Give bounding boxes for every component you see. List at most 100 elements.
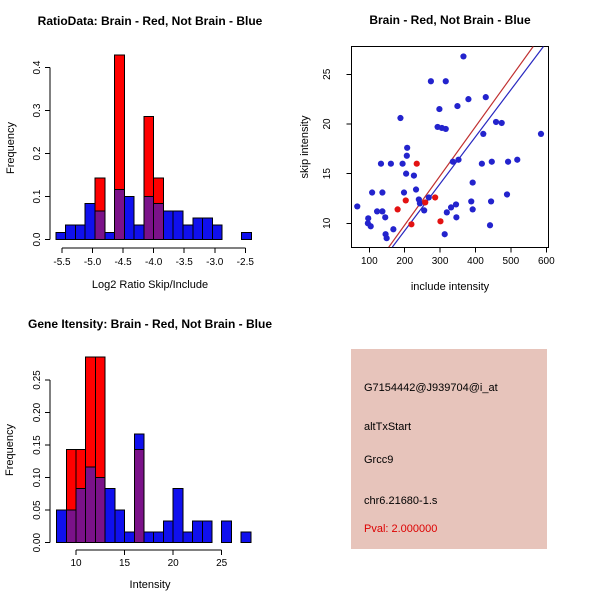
scatter-point-red (422, 199, 429, 206)
x-tick-label: -5.5 (53, 257, 71, 268)
scatter-point-red (394, 206, 401, 213)
scatter-point-blue (403, 170, 410, 177)
histogram-bar (172, 210, 184, 240)
scatter-point-blue (399, 160, 406, 167)
scatter-point-blue (482, 94, 489, 101)
scatter-point-blue (453, 214, 460, 221)
scatter-point-blue (442, 125, 449, 133)
info-panel: G7154442@J939704@i_at altTxStart Grcc9 c… (351, 349, 547, 549)
histogram-bar (201, 520, 213, 544)
scatter-point-blue (400, 189, 408, 196)
histogram-overlap-bar (94, 477, 106, 544)
not-brain-fit-line (391, 46, 544, 248)
scatter-point-red (402, 197, 409, 204)
x-tick-label: -5.0 (84, 257, 102, 268)
histogram-bar (114, 509, 126, 544)
y-axis-title: Frequency (5, 122, 17, 174)
scatter-point-blue (504, 158, 512, 165)
x-tick-label: 10 (70, 558, 82, 569)
scatter-point-blue (441, 231, 448, 238)
scatter-point-blue (537, 130, 545, 137)
y-tick-label: 0.00 (32, 533, 43, 553)
histogram-bar (192, 217, 204, 240)
x-axis-title: include intensity (411, 281, 490, 293)
scatter-point-blue (425, 194, 432, 201)
scatter-point-blue (498, 119, 505, 127)
histogram-bar (162, 210, 174, 240)
scatter-point-blue (488, 158, 495, 165)
y-tick-label: 0.05 (32, 500, 43, 520)
panel-title: RatioData: Brain - Red, Not Brain - Blue (38, 14, 263, 28)
event-type-text: altTxStart (364, 421, 412, 433)
scatter-point-blue (443, 209, 450, 216)
y-tick-label: 0.20 (32, 402, 43, 422)
y-tick-label: 10 (322, 217, 333, 229)
scatter-point-blue (379, 189, 386, 196)
scatter-point-blue (486, 222, 494, 229)
x-tick-label: -4.5 (114, 257, 132, 268)
y-tick-label: 0.1 (32, 189, 43, 203)
histogram-overlap-bar (114, 188, 125, 240)
histogram-bar (182, 224, 194, 240)
brain-fit-line (388, 46, 534, 248)
pval-text: Pval: 2.000000 (364, 523, 438, 535)
histogram-bar (172, 487, 184, 544)
scatter-point-blue (478, 160, 485, 167)
x-axis-title: Log2 Ratio Skip/Include (92, 279, 208, 291)
x-tick-label: 15 (119, 558, 131, 569)
scatter-point-blue (390, 226, 397, 233)
y-tick-label: 15 (322, 168, 333, 180)
scatter-point-blue (403, 152, 410, 159)
scatter-point-blue (455, 156, 462, 163)
histogram-bar (104, 231, 116, 241)
y-axis-title: skip intensity (299, 115, 311, 178)
y-tick-label: 25 (322, 68, 333, 80)
x-tick-label: 20 (168, 558, 180, 569)
scatter-point-red (413, 160, 420, 167)
scatter-point-blue (447, 204, 455, 211)
histogram-bar (104, 487, 116, 544)
scatter-point-blue (487, 198, 495, 205)
scatter-point-blue (377, 160, 385, 167)
histogram-overlap-bar (65, 509, 77, 544)
scatter-point-blue (404, 144, 411, 151)
scatter-point-blue (452, 201, 460, 208)
x-tick-label: 25 (216, 558, 228, 569)
scatter-point-blue (480, 130, 487, 137)
plot-frame (351, 45, 549, 248)
y-tick-label: 0.3 (32, 103, 43, 117)
y-tick-label: 0.10 (32, 467, 43, 487)
histogram-bar (192, 520, 203, 544)
scatter-point-blue (442, 78, 449, 85)
x-tick-label: 400 (467, 256, 484, 267)
x-tick-label: -3.5 (176, 257, 194, 268)
histogram-bar (56, 509, 67, 544)
histogram-overlap-bar (94, 210, 106, 240)
histogram-bar (123, 196, 135, 240)
scatter-point-blue (421, 207, 428, 214)
y-tick-label: 0.25 (32, 370, 43, 390)
histogram-overlap-bar (85, 466, 96, 544)
histogram-overlap-bar (75, 487, 87, 544)
scatter-point-blue (454, 102, 461, 110)
x-tick-label: -2.5 (237, 257, 255, 268)
histogram-bar (202, 217, 213, 240)
histogram-bar (153, 531, 164, 544)
scatter-point-blue (514, 156, 521, 163)
x-tick-label: -4.0 (145, 257, 163, 268)
scatter-point-blue (503, 191, 511, 198)
histogram-bar (74, 224, 86, 240)
scatter-point-blue (427, 78, 434, 85)
histogram-bar (182, 531, 194, 544)
histogram-bar (240, 531, 252, 544)
scatter-point-blue (465, 96, 472, 103)
histogram-overlap-bar (143, 196, 155, 240)
locus-text: chr6.21680-1.s (364, 495, 438, 507)
scatter-point-blue (416, 200, 424, 207)
histogram-bar (84, 203, 96, 240)
scatter-point-blue (373, 208, 381, 215)
scatter-point-blue (460, 53, 467, 60)
x-tick-label: 500 (503, 256, 520, 267)
scatter-point-blue (354, 203, 361, 210)
